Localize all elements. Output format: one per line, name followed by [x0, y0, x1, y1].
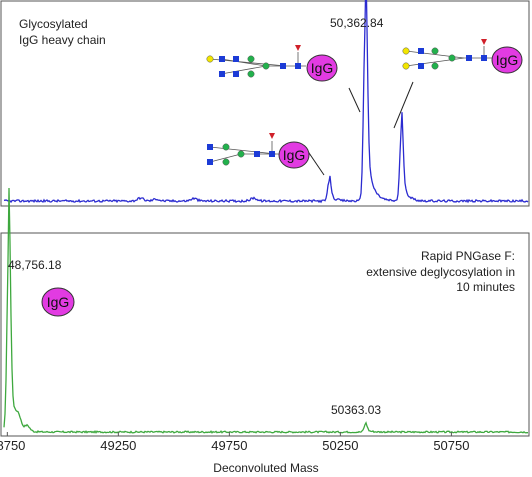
- top-spectrum-line: [3, 0, 529, 204]
- igg-icon-label: IgG: [311, 60, 334, 76]
- igg-icon-label: IgG: [47, 294, 70, 310]
- peak-label-deglycosylated: 48,756.18: [8, 258, 62, 272]
- glycan-structure-icon: [207, 133, 284, 166]
- igg-icon: [41, 287, 75, 317]
- x-axis-label: Deconvoluted Mass: [213, 461, 319, 475]
- igg-icon-label: IgG: [283, 147, 306, 163]
- leader-line: [306, 149, 325, 176]
- leader-line: [393, 81, 414, 129]
- annotation-line-3: 10 minutes: [456, 280, 515, 294]
- top-panel-frame: [0, 0, 530, 207]
- top-panel-title-line-1: Glycosylated: [19, 17, 88, 31]
- annotation-line-2: extensive deglycosylation in: [366, 265, 515, 279]
- annotation-line-1: Rapid PNGase F:: [420, 249, 515, 263]
- x-tick-label: 50250: [322, 438, 359, 453]
- x-tick-label: 50750: [433, 438, 470, 453]
- leader-line: [348, 87, 361, 113]
- peak-label-residual: 50363.03: [331, 403, 382, 417]
- igg-icon-label: IgG: [496, 52, 519, 68]
- x-tick-label: 48750: [0, 438, 26, 453]
- x-tick-label: 49750: [211, 438, 248, 453]
- bottom-spectrum-line: [3, 187, 529, 434]
- igg-icon: [278, 141, 310, 169]
- bottom-panel-frame: [0, 232, 530, 437]
- igg-icon: [306, 54, 338, 82]
- peak-label-main: 50,362.84: [330, 16, 384, 30]
- top-panel-title-line-2: IgG heavy chain: [19, 33, 106, 47]
- x-tick-label: 49250: [100, 438, 137, 453]
- glycan-structure-icon: [402, 39, 492, 70]
- glycan-structure-icon: [206, 45, 306, 78]
- igg-icon: [491, 46, 523, 74]
